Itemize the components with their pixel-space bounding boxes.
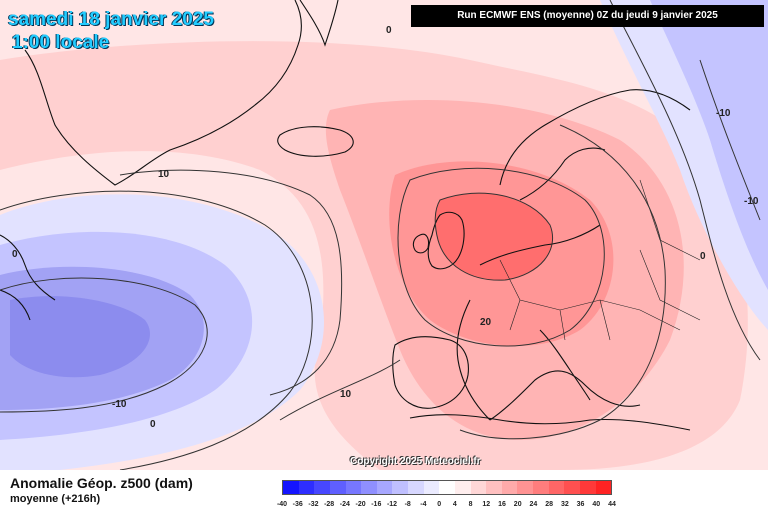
colorbar-tick-label: 40 xyxy=(592,501,601,508)
contour-label-20-france: 20 xyxy=(480,317,492,328)
colorbar-cell xyxy=(314,481,330,494)
colorbar-tick-label: 20 xyxy=(513,501,522,508)
contour-10-north xyxy=(119,169,343,396)
colorbar-tick-label: 12 xyxy=(482,501,491,508)
contour-minus10-east xyxy=(699,59,761,221)
contour-label-10-south: 10 xyxy=(340,389,352,400)
legend-footer: Anomalie Géop. z500 (dam) moyenne (+216h… xyxy=(0,470,768,512)
contour-0-northeast xyxy=(609,0,761,361)
variable-subtitle: moyenne (+216h) xyxy=(10,493,101,505)
colorbar-cell xyxy=(376,481,393,494)
colorbar-tick-label: -12 xyxy=(386,501,398,508)
colorbar-cell xyxy=(329,481,346,494)
colorbar-cell xyxy=(501,481,518,494)
colorbar-cell xyxy=(486,481,502,494)
colorbar-cell xyxy=(595,481,612,494)
variable-title: Anomalie Géop. z500 (dam) xyxy=(10,475,193,491)
colorbar-tick-label: -16 xyxy=(371,501,382,508)
colorbar-tick-label: 8 xyxy=(468,501,473,508)
forecast-date-title: samedi 18 janvier 2025 1:00 locale xyxy=(8,10,214,52)
colorbar-tick-label: -36 xyxy=(292,501,303,508)
contour-label-0-canada: 0 xyxy=(12,249,18,260)
colorbar-cell xyxy=(470,481,487,494)
colorbar-labels: -40 -36 -32 -28 -24 -20 -16 -12 -8 -4 0 4 8 12 16 20 24 2… xyxy=(277,501,616,510)
colorbar-tick-label: 16 xyxy=(498,501,506,508)
contour-label-0-russia: 0 xyxy=(700,251,706,262)
colorbar-tick-label: -8 xyxy=(404,501,411,508)
forecast-date: samedi 18 janvier 2025 xyxy=(8,9,214,30)
colorbar-cell xyxy=(345,481,362,494)
country-borders xyxy=(499,179,701,341)
colorbar-tick-label: -24 xyxy=(339,501,350,508)
colorbar-tick-label: 24 xyxy=(529,501,538,508)
iberia-coast xyxy=(392,336,469,409)
colorbar-cell xyxy=(408,481,424,494)
canada-coast xyxy=(0,234,56,321)
colorbar-cell xyxy=(298,481,315,494)
copyright-notice: Copyright 2025 Meteociel.fr xyxy=(350,456,481,467)
colorbar-cell xyxy=(439,481,455,494)
colorbar-tick-label: 28 xyxy=(545,501,554,508)
iceland-coast xyxy=(277,126,354,157)
north-africa-coast xyxy=(409,414,691,431)
colorbar-cell xyxy=(579,481,596,494)
colorbar xyxy=(282,480,612,495)
greenland-coast xyxy=(24,0,302,186)
colorbar-tick-label: 32 xyxy=(560,501,569,508)
model-run-info: Run ECMWF ENS (moyenne) 0Z du jeudi 9 ja… xyxy=(411,5,764,27)
colorbar-cell xyxy=(517,481,533,494)
colorbar-tick-label: -40 xyxy=(276,501,288,508)
colorbar-tick-label: 0 xyxy=(437,501,442,508)
contour-20 xyxy=(397,167,605,347)
colorbar-cell xyxy=(392,481,408,494)
colorbar-cell xyxy=(361,481,377,494)
contour-label-minus10-russia-north: -10 xyxy=(716,108,731,119)
colorbar-cell xyxy=(564,481,580,494)
contour-label-minus10-russia-east: -10 xyxy=(744,196,759,207)
forecast-local-time: 1:00 locale xyxy=(12,32,110,53)
colorbar-tick-label: 36 xyxy=(576,501,585,508)
colorbar-tick-label: -28 xyxy=(324,501,335,508)
colorbar-cell xyxy=(548,481,565,494)
colorbar-tick-label: -4 xyxy=(420,501,427,508)
colorbar-cell xyxy=(423,481,440,494)
colorbar-tick-label: -20 xyxy=(355,501,366,508)
greenland-north-coast xyxy=(299,0,339,47)
europe-coast xyxy=(456,224,641,421)
contour-minus10-west xyxy=(0,277,208,413)
contour-label-0-north: 0 xyxy=(386,25,392,36)
positive-peak xyxy=(435,193,553,281)
anomaly-map: 0 10 0 -10 0 10 20 0 -10 -10 xyxy=(0,0,768,470)
negative-zone-northeast-mid xyxy=(650,0,768,290)
contour-label-0-south: 0 xyxy=(150,419,156,430)
british-isles-coast xyxy=(412,211,465,270)
colorbar-tick-label: 4 xyxy=(452,501,457,508)
colorbar-cell xyxy=(454,481,471,494)
colorbar-tick-label: 44 xyxy=(608,501,616,508)
colorbar-cell xyxy=(283,481,299,494)
scandinavia-coast xyxy=(499,89,691,201)
contour-label-10-greenland: 10 xyxy=(158,169,170,180)
contour-0-atlantic xyxy=(0,190,313,470)
colorbar-tick-label: -32 xyxy=(308,501,319,508)
contour-label-minus10-atlantic: -10 xyxy=(112,399,127,410)
negative-peak xyxy=(10,296,150,378)
contour-10-south xyxy=(279,124,666,440)
contour-20-inner xyxy=(434,192,554,281)
colorbar-cell xyxy=(533,481,549,494)
